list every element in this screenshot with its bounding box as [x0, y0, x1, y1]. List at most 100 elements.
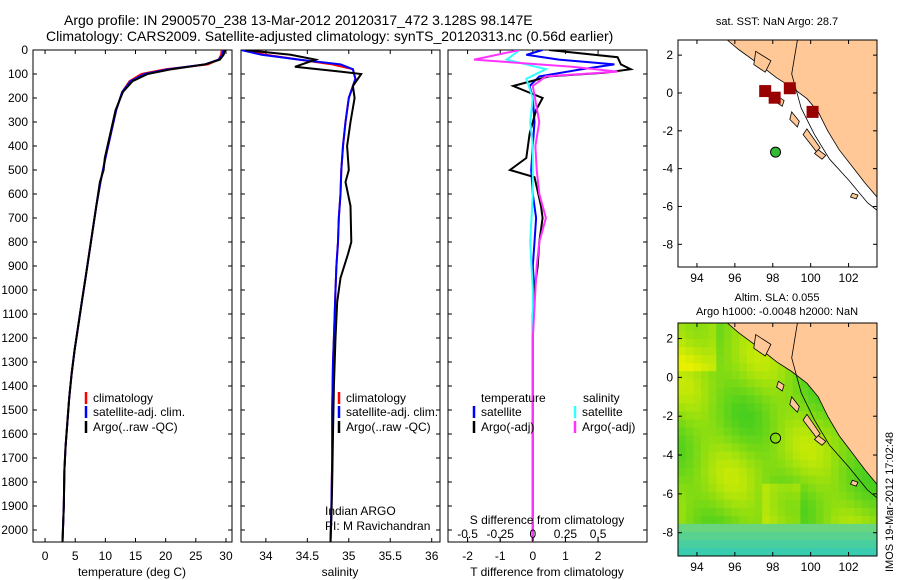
sla-cell [754, 507, 763, 517]
sla-cell [739, 515, 748, 525]
sla-cell [731, 483, 740, 493]
sla-cell [792, 539, 802, 549]
sla-cell [716, 539, 725, 549]
sla-cell [723, 339, 733, 348]
sla-cell [731, 355, 740, 364]
sla-cell [739, 371, 748, 380]
y-tick-label: 0 [21, 43, 28, 57]
sla-cell [769, 427, 779, 437]
sla-cell [754, 539, 763, 549]
sla-cell [685, 395, 694, 404]
sla-cell [808, 467, 817, 477]
sla-cell [739, 403, 748, 412]
series-line-black [61, 50, 226, 542]
sla-cell [685, 323, 694, 332]
sla-cell [769, 387, 779, 396]
sla-cell [693, 339, 702, 348]
sla-cell [723, 499, 733, 509]
sla-cell [869, 515, 877, 525]
x2-tick-label: -0.5 [457, 527, 478, 541]
sla-cell [777, 443, 786, 453]
sla-cell [777, 467, 786, 477]
lat-tick-label: 0 [666, 370, 673, 384]
sla-cell [846, 547, 855, 556]
sla-cell [685, 491, 694, 501]
sla-cell [854, 459, 863, 469]
sla-cell [769, 547, 779, 556]
sla-cell [800, 379, 809, 388]
sla-cell [754, 547, 763, 556]
sla-cell [769, 459, 779, 469]
sla-cell [762, 451, 771, 461]
sla-cell [700, 515, 710, 525]
sla-cell [716, 379, 725, 388]
sla-cell [769, 475, 779, 485]
sla-cell [800, 475, 809, 485]
sla-cell [716, 355, 725, 364]
lon-tick-label: 94 [690, 271, 704, 285]
sla-cell [716, 403, 725, 412]
sla-cell [700, 347, 710, 356]
difference-plot: -2 -1 0 1 2 -0.5 -0.25 0 0.25 0.5 [448, 49, 647, 563]
sla-cell [777, 459, 786, 469]
s-difference-axis-label: S difference from climatology [470, 513, 625, 527]
sla-cell [800, 539, 809, 549]
sla-cell [746, 411, 756, 421]
sla-cell [731, 547, 740, 556]
sla-cell [708, 515, 717, 525]
sla-cell [762, 355, 771, 364]
sla-cell [746, 523, 756, 533]
sla-cell [723, 515, 733, 525]
sla-cell [693, 371, 702, 380]
sla-cell [693, 395, 702, 404]
sla-cell [800, 411, 809, 421]
sla-cell [746, 347, 756, 356]
sla-cell [739, 411, 748, 421]
sla-cell [777, 427, 786, 437]
sla-cell [731, 427, 740, 437]
sla-cell [785, 515, 794, 525]
sla-cell [716, 443, 725, 453]
sla-cell [769, 531, 779, 541]
sla-cell [739, 507, 748, 517]
sla-cell [854, 539, 863, 549]
sla-cell [678, 475, 687, 485]
sla-cell [808, 547, 817, 556]
sla-cell [739, 523, 748, 533]
sla-cell [716, 459, 725, 469]
sla-cell [762, 387, 771, 396]
sla-cell [785, 483, 794, 493]
sla-cell [716, 339, 725, 348]
sla-cell [792, 379, 802, 388]
sla-cell [700, 491, 710, 501]
sla-cell [762, 499, 771, 509]
temperature-legend: climatology satellite-adj. clim. Argo(..… [84, 391, 185, 434]
sla-cell [869, 547, 877, 556]
sla-cell [754, 451, 763, 461]
sla-cell [800, 515, 809, 525]
sla-cell [708, 355, 717, 364]
sla-cell [716, 499, 725, 509]
sla-cell [685, 483, 694, 493]
sla-cell [838, 459, 847, 469]
lon-tick-label: 96 [728, 560, 742, 574]
sla-cell [815, 539, 825, 549]
sla-cell [678, 347, 687, 356]
sla-cell [731, 531, 740, 541]
sla-cell [777, 483, 786, 493]
sla-cell [754, 419, 763, 429]
sla-cell [716, 371, 725, 380]
x-tick-label: 0 [42, 549, 49, 563]
sla-cell [762, 539, 771, 549]
sla-cell [700, 523, 710, 533]
sla-cell [769, 491, 779, 501]
sla-cell [746, 395, 756, 404]
depth-contour [791, 40, 877, 211]
sla-cell [754, 427, 763, 437]
y-tick-label: 1000 [1, 283, 28, 297]
sla-cell [731, 467, 740, 477]
sla-cell [700, 403, 710, 412]
x-tick-label: 5 [72, 549, 79, 563]
sla-cell [869, 499, 877, 509]
sla-cell [800, 467, 809, 477]
